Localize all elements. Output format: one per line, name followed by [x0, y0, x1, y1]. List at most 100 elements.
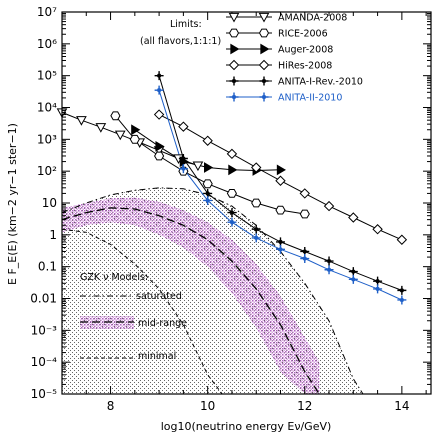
- hires-2008-point: [153, 109, 165, 120]
- legend-anita-ii-2010-marker: [259, 92, 269, 102]
- auger-2008-point: [228, 164, 238, 176]
- legend-amanda-2008-marker: [228, 12, 240, 23]
- y-tick-label: 10⁻³: [31, 323, 58, 337]
- legend-anita-ii-2010-label: ANITA-II-2010: [278, 93, 342, 104]
- x-tick-label: 12: [297, 399, 312, 413]
- amanda-2008-point: [192, 161, 204, 172]
- anita-i-rev-2010-point: [154, 71, 164, 81]
- legend-auger-2008-label: Auger-2008: [278, 45, 333, 56]
- axes-ticks: 8 10 12 14 10⁷ 10⁶ 10⁵ 10⁴ 10³ 10² 10 1 0.1 0.01 10⁻³ 1…: [30, 5, 431, 413]
- rice-2006-point: [251, 198, 262, 208]
- y-tick-label: 10⁻⁴: [31, 355, 58, 369]
- legend-hires-2008-marker: [258, 59, 270, 71]
- limits-title-line1: Limits:: [170, 19, 202, 30]
- rice-2006-point: [129, 134, 140, 144]
- anita-i-rev-2010-point: [373, 276, 383, 286]
- anita-ii-2010-point: [300, 254, 310, 264]
- anita-i-rev-2010-point: [324, 256, 334, 266]
- mid-range-curve: [62, 207, 320, 394]
- legend-hires-2008-label: HiRes-2008: [278, 61, 332, 72]
- gzk-legend-title: GZK ν Models:: [80, 272, 148, 283]
- gzk-legend: GZK ν Models: saturated mid-range minima…: [80, 272, 187, 362]
- legend-amanda-2008-marker: [258, 12, 270, 23]
- anita-ii-2010-point: [348, 274, 358, 284]
- legend-mid-range-label: mid-range: [138, 318, 187, 329]
- x-tick-label: 8: [107, 399, 115, 413]
- legend-auger-2008-marker: [260, 43, 270, 55]
- auger-2008-point: [276, 164, 286, 176]
- amanda-2008-point: [114, 130, 126, 141]
- auger-2008-point: [155, 141, 165, 152]
- anita-i-rev-2010-point: [251, 224, 261, 234]
- y-tick-label: 10⁷: [37, 5, 57, 19]
- anita-i-rev-2010-point: [300, 246, 310, 256]
- anita-i-rev-2010-point: [203, 188, 213, 198]
- anita-ii-2010-point: [397, 295, 407, 305]
- legend-rice-2006-marker: [258, 28, 270, 38]
- x-axis-label: log10(neutrino energy Eν/GeV): [161, 420, 332, 433]
- anita-ii-2010-point: [373, 284, 383, 294]
- auger-2008-point: [204, 162, 214, 173]
- hires-2008-point: [275, 175, 286, 186]
- y-tick-label: 10³: [37, 132, 57, 146]
- limits-title-line2: (all flavors,1:1:1): [140, 36, 221, 47]
- legend-rice-2006-label: RICE-2006: [278, 29, 328, 40]
- auger-2008-point: [131, 124, 141, 136]
- limits-legend: AMANDA-2008 RICE-2006 Auger-2008 HiRes-2008…: [226, 13, 363, 104]
- minimal-curve: [62, 228, 223, 394]
- rice-2006-point: [226, 189, 237, 198]
- hires-2008-point: [226, 148, 238, 160]
- y-tick-label: 10⁶: [37, 37, 57, 51]
- anita-ii-2010-point: [178, 164, 188, 174]
- gzk-model-bands: [62, 187, 363, 394]
- anita-ii-2010-point: [203, 195, 213, 205]
- hires-2008-point: [202, 135, 213, 146]
- y-axis-label: E F_E(E) (km−2 yr−1 ster−1): [6, 123, 19, 285]
- amanda-2008-point: [76, 116, 87, 126]
- y-tick-label: 10²: [37, 164, 57, 178]
- anita-ii-2010-point: [275, 244, 285, 254]
- y-tick-label: 10⁻⁵: [31, 387, 58, 401]
- hires-2008-point: [299, 188, 310, 199]
- y-tick-label: 0.1: [38, 260, 57, 274]
- y-tick-label: 10⁵: [37, 69, 57, 83]
- rice-2006-point: [299, 209, 310, 219]
- legend-minimal-swatch: [80, 342, 134, 357]
- anita-i-rev-2010-point: [348, 267, 358, 277]
- rice-2006-point: [154, 151, 165, 161]
- anita-ii-2010-point: [227, 217, 237, 227]
- anita-i-rev-2010-point: [397, 285, 407, 295]
- legend-anita-i-rev-2010-marker: [259, 76, 269, 86]
- anita-i-rev-2010-point: [275, 237, 285, 247]
- legend-anita-i-rev-2010-label: ANITA-I-Rev.-2010: [278, 77, 363, 88]
- mid-range-band: [62, 197, 320, 394]
- legend-saturated-label: saturated: [136, 291, 182, 302]
- anita-i-rev-2010-point: [227, 208, 237, 218]
- legend-auger-2008-marker: [230, 43, 240, 55]
- hires-2008-point: [348, 212, 359, 223]
- legend-anita-i-rev-2010-marker: [229, 76, 239, 86]
- rice-2006-point: [275, 205, 286, 215]
- legend-hires-2008-marker: [228, 59, 240, 71]
- hires-2008-point: [372, 224, 383, 235]
- hires-2008-point: [323, 200, 335, 212]
- anita-ii-2010-point: [251, 233, 261, 243]
- y-tick-label: 1: [49, 228, 57, 242]
- hires-2008-point: [251, 162, 262, 173]
- hires-2008-point: [396, 234, 408, 245]
- anita-ii-2010-point: [154, 85, 164, 95]
- rice-2006-point: [110, 111, 121, 121]
- anita-i-rev-2010-point: [178, 153, 188, 163]
- legend-rice-2006-marker: [228, 28, 240, 38]
- x-tick-label: 14: [394, 399, 409, 413]
- rice-2006-point: [202, 179, 213, 189]
- legend-anita-ii-2010-marker: [229, 92, 239, 102]
- y-tick-label: 10⁴: [37, 101, 57, 115]
- hires-2008-point: [178, 121, 189, 132]
- saturated-curve: [62, 187, 364, 394]
- y-tick-label: 10: [42, 196, 57, 210]
- x-tick-label: 10: [200, 399, 215, 413]
- anita-ii-2010-point: [324, 265, 334, 275]
- amanda-2008-point: [95, 123, 107, 133]
